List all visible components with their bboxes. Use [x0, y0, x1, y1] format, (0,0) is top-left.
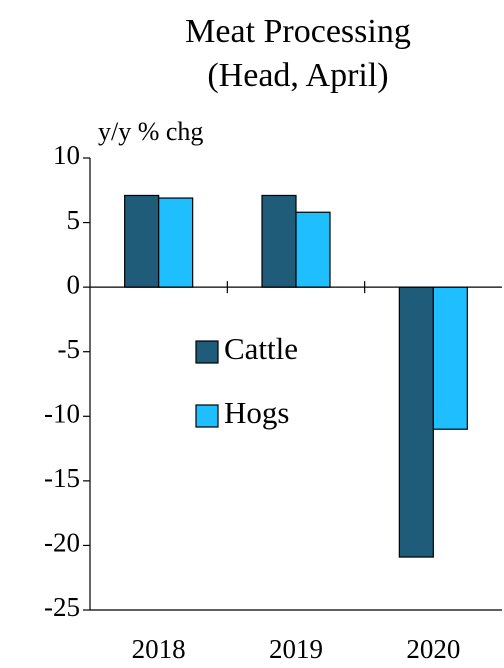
bar [261, 194, 297, 288]
y-tick-label: 0 [67, 269, 81, 299]
legend-swatch [195, 340, 219, 364]
legend-swatch [195, 404, 219, 428]
x-tick-label: 2019 [269, 634, 323, 664]
y-tick-label: -20 [44, 528, 80, 558]
bar [432, 286, 468, 430]
y-tick-label: 10 [53, 140, 80, 170]
y-tick-label: -5 [58, 334, 81, 364]
legend-label: Cattle [224, 331, 298, 366]
y-tick-label: -15 [44, 463, 80, 493]
legend-label: Hogs [224, 395, 289, 430]
chart-title: Meat Processing [185, 13, 411, 50]
y-tick-label: -25 [44, 592, 80, 622]
y-tick-label: 5 [67, 205, 81, 235]
bar [124, 194, 160, 288]
y-tick-label: -10 [44, 398, 80, 428]
x-tick-label: 2018 [132, 634, 186, 664]
x-tick-label: 2020 [406, 634, 460, 664]
chart-subtitle: (Head, April) [207, 57, 388, 94]
bar [398, 286, 434, 558]
bar [295, 211, 331, 288]
bar [158, 197, 194, 288]
y-axis-label: y/y % chg [98, 117, 203, 146]
